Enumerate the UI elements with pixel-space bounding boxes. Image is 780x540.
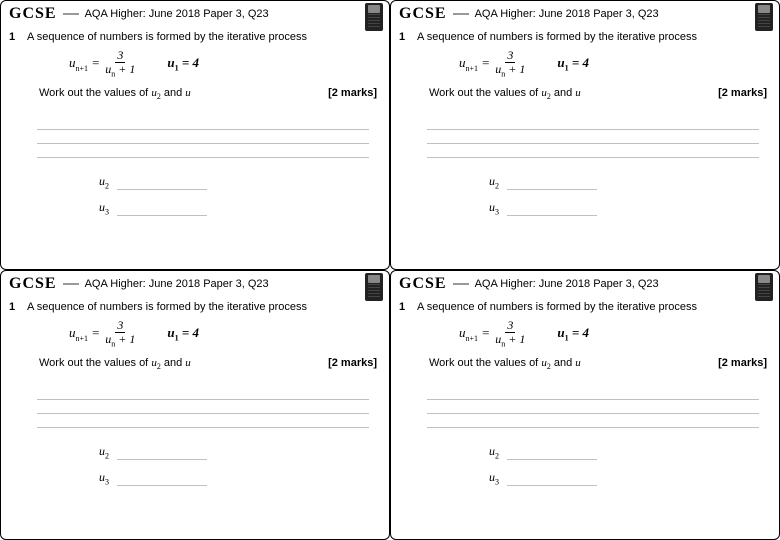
initial-value: u1 = 4 — [557, 325, 589, 343]
header: GCSE AQA Higher: June 2018 Paper 3, Q23 — [399, 275, 771, 293]
working-lines — [37, 386, 369, 428]
answer-area: u2 u3 — [99, 444, 381, 487]
question-text: A sequence of numbers is formed by the i… — [417, 31, 771, 43]
question-number: 1 — [399, 31, 417, 43]
header: GCSE AQA Higher: June 2018 Paper 3, Q23 — [9, 5, 381, 23]
header: GCSE AQA Higher: June 2018 Paper 3, Q23 — [9, 275, 381, 293]
answer-u2: u2 — [489, 444, 771, 460]
marks-label: [2 marks] — [328, 357, 377, 369]
question-text: A sequence of numbers is formed by the i… — [27, 301, 381, 313]
answer-u3: u3 — [99, 470, 381, 486]
gcse-label: GCSE — [399, 5, 447, 23]
calculator-icon — [365, 273, 383, 301]
formula: un+1 = 3un + 1 u1 = 4 — [459, 319, 771, 349]
formula: un+1 = 3un + 1 u1 = 4 — [69, 49, 381, 79]
workout-instruction: Work out the values of u2 and u [2 marks… — [429, 87, 771, 101]
question-text: A sequence of numbers is formed by the i… — [417, 301, 771, 313]
header: GCSE AQA Higher: June 2018 Paper 3, Q23 — [399, 5, 771, 23]
workout-instruction: Work out the values of u2 and u [2 marks… — [429, 357, 771, 371]
calculator-icon — [365, 3, 383, 31]
divider — [453, 13, 469, 15]
gcse-label: GCSE — [399, 275, 447, 293]
question-number: 1 — [399, 301, 417, 313]
iterative-formula: un+1 = 3un + 1 — [69, 49, 137, 79]
question-row: 1 A sequence of numbers is formed by the… — [399, 301, 771, 313]
question-row: 1 A sequence of numbers is formed by the… — [9, 31, 381, 43]
initial-value: u1 = 4 — [167, 55, 199, 73]
question-row: 1 A sequence of numbers is formed by the… — [9, 301, 381, 313]
working-lines — [427, 116, 759, 158]
iterative-formula: un+1 = 3un + 1 — [459, 319, 527, 349]
working-lines — [427, 386, 759, 428]
divider — [453, 283, 469, 285]
answer-u3: u3 — [489, 200, 771, 216]
answer-u2: u2 — [99, 444, 381, 460]
workout-instruction: Work out the values of u2 and u [2 marks… — [39, 357, 381, 371]
marks-label: [2 marks] — [718, 357, 767, 369]
question-number: 1 — [9, 31, 27, 43]
question-text: A sequence of numbers is formed by the i… — [27, 31, 381, 43]
question-number: 1 — [9, 301, 27, 313]
paper-reference: AQA Higher: June 2018 Paper 3, Q23 — [85, 278, 269, 290]
answer-u3: u3 — [99, 200, 381, 216]
answer-u2: u2 — [99, 174, 381, 190]
gcse-label: GCSE — [9, 5, 57, 23]
divider — [63, 283, 79, 285]
initial-value: u1 = 4 — [557, 55, 589, 73]
answer-area: u2 u3 — [99, 174, 381, 217]
marks-label: [2 marks] — [718, 87, 767, 99]
answer-u3: u3 — [489, 470, 771, 486]
worksheet-panel: GCSE AQA Higher: June 2018 Paper 3, Q23 … — [390, 0, 780, 270]
paper-reference: AQA Higher: June 2018 Paper 3, Q23 — [475, 8, 659, 20]
paper-reference: AQA Higher: June 2018 Paper 3, Q23 — [85, 8, 269, 20]
workout-instruction: Work out the values of u2 and u [2 marks… — [39, 87, 381, 101]
initial-value: u1 = 4 — [167, 325, 199, 343]
answer-area: u2 u3 — [489, 444, 771, 487]
paper-reference: AQA Higher: June 2018 Paper 3, Q23 — [475, 278, 659, 290]
iterative-formula: un+1 = 3un + 1 — [459, 49, 527, 79]
worksheet-panel: GCSE AQA Higher: June 2018 Paper 3, Q23 … — [0, 270, 390, 540]
answer-u2: u2 — [489, 174, 771, 190]
formula: un+1 = 3un + 1 u1 = 4 — [69, 319, 381, 349]
divider — [63, 13, 79, 15]
worksheet-panel: GCSE AQA Higher: June 2018 Paper 3, Q23 … — [390, 270, 780, 540]
question-row: 1 A sequence of numbers is formed by the… — [399, 31, 771, 43]
answer-area: u2 u3 — [489, 174, 771, 217]
calculator-icon — [755, 3, 773, 31]
working-lines — [37, 116, 369, 158]
calculator-icon — [755, 273, 773, 301]
marks-label: [2 marks] — [328, 87, 377, 99]
worksheet-panel: GCSE AQA Higher: June 2018 Paper 3, Q23 … — [0, 0, 390, 270]
formula: un+1 = 3un + 1 u1 = 4 — [459, 49, 771, 79]
iterative-formula: un+1 = 3un + 1 — [69, 319, 137, 349]
gcse-label: GCSE — [9, 275, 57, 293]
